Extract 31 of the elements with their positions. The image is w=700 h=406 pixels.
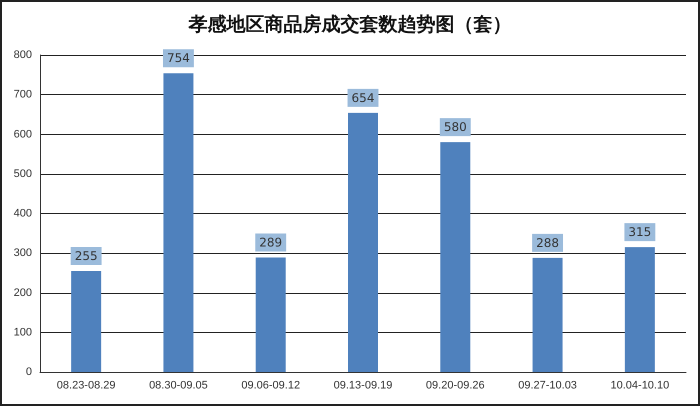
data-label: 289 [259, 235, 282, 250]
bar [163, 73, 194, 372]
y-tick-label: 700 [14, 88, 32, 101]
x-tick-label: 08.23-08.29 [56, 380, 116, 392]
data-label: 580 [444, 120, 467, 134]
bar [532, 258, 563, 372]
x-tick-label: 09.20-09.26 [426, 380, 485, 392]
x-tick-label: 09.27-10.03 [518, 380, 577, 392]
y-tick-label: 500 [14, 168, 32, 180]
chart-title: 孝感地区商品房成交套数趋势图（套） [188, 14, 512, 36]
y-tick-label: 400 [14, 208, 32, 220]
bar [71, 270, 102, 372]
bar [440, 142, 470, 372]
data-label: 654 [352, 90, 374, 105]
data-label: 255 [74, 248, 98, 263]
y-tick-label: 300 [14, 247, 32, 260]
y-tick-label: 100 [14, 326, 32, 338]
x-tick-label: 09.13-09.19 [334, 380, 392, 392]
y-tick-label: 800 [14, 49, 32, 61]
bar [256, 257, 286, 372]
data-label: 288 [536, 236, 560, 250]
x-tick-label: 10.04-10.10 [610, 380, 670, 392]
y-tick-label: 600 [14, 128, 32, 140]
y-tick-label: 200 [14, 286, 32, 299]
bar [348, 112, 378, 372]
y-tick-label: 0 [26, 366, 32, 378]
x-tick-label: 08.30-09.05 [149, 380, 208, 392]
data-label: 754 [166, 51, 190, 66]
data-label: 315 [628, 225, 652, 240]
bar [624, 247, 655, 372]
x-tick-label: 09.06-09.12 [241, 380, 300, 392]
